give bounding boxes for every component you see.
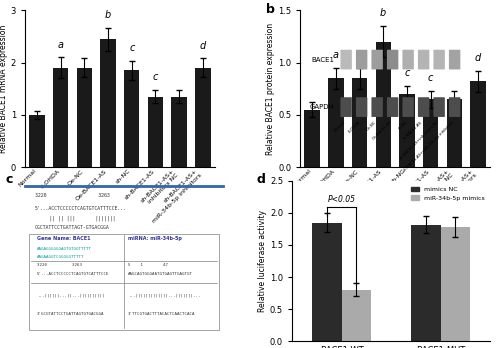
Y-axis label: Relative luciferase activity: Relative luciferase activity — [258, 210, 267, 312]
Text: ...||||||...||...||||||||||: ...||||||...||...|||||||||| — [37, 293, 104, 297]
Text: c: c — [5, 173, 12, 186]
FancyBboxPatch shape — [449, 50, 460, 70]
Text: Normal: Normal — [333, 120, 346, 133]
Text: d: d — [475, 53, 482, 63]
Text: b: b — [380, 8, 386, 18]
Text: a: a — [333, 50, 339, 60]
Bar — [53, 68, 68, 167]
Text: 3220          3263: 3220 3263 — [37, 263, 82, 267]
Text: || || |||       |||||||: || || ||| ||||||| — [35, 215, 116, 221]
Legend: mimics NC, miR-34b-5p mimics: mimics NC, miR-34b-5p mimics — [408, 184, 487, 203]
Bar — [440, 227, 470, 341]
FancyBboxPatch shape — [434, 97, 445, 117]
Bar — [423, 99, 438, 167]
FancyBboxPatch shape — [372, 50, 383, 70]
Text: sh-NC: sh-NC — [397, 120, 408, 131]
Text: 5'...ACCTCCCCCTCAGTGTCATTTCCE: 5'...ACCTCCCCCTCAGTGTCATTTCCE — [37, 272, 110, 276]
Bar — [470, 81, 486, 167]
Text: BACE1: BACE1 — [311, 57, 334, 63]
Text: c: c — [129, 43, 134, 53]
Bar — [195, 68, 210, 167]
Text: 5    1        47: 5 1 47 — [128, 263, 168, 267]
FancyBboxPatch shape — [387, 97, 398, 117]
Y-axis label: Relative BACE1 protein expression: Relative BACE1 protein expression — [266, 23, 276, 155]
FancyBboxPatch shape — [340, 97, 352, 117]
Bar — [148, 96, 163, 167]
FancyBboxPatch shape — [340, 50, 352, 70]
Text: GAPDH: GAPDH — [310, 104, 334, 110]
Bar — [376, 42, 391, 167]
Text: d: d — [256, 173, 266, 186]
Text: Oe-NC: Oe-NC — [366, 120, 377, 132]
FancyBboxPatch shape — [387, 50, 398, 70]
Bar — [342, 290, 372, 341]
FancyBboxPatch shape — [29, 234, 219, 330]
Text: c: c — [428, 73, 434, 83]
FancyBboxPatch shape — [356, 97, 368, 117]
Text: 6-OHDA: 6-OHDA — [348, 120, 362, 134]
Text: CGCTATTCCTGATTAGT-GTGACGGA: CGCTATTCCTGATTAGT-GTGACGGA — [35, 225, 110, 230]
Text: 3'TTCGTGACTTTACACTCAACTCACA: 3'TTCGTGACTTTACACTCAACTCACA — [128, 313, 196, 316]
Text: AAGAAGGTCGGGGGTTTTT: AAGAAGGTCGGGGGTTTTT — [37, 255, 84, 259]
Bar — [328, 78, 344, 167]
FancyBboxPatch shape — [418, 97, 430, 117]
Text: d: d — [200, 41, 206, 51]
Text: b: b — [266, 3, 275, 16]
FancyBboxPatch shape — [356, 50, 368, 70]
Text: b: b — [105, 10, 111, 20]
FancyBboxPatch shape — [449, 97, 460, 117]
Bar — [352, 78, 367, 167]
Text: AAGCAGTGGGAATGTGAGTTGAGTGT: AAGCAGTGGGAATGTGAGTTGAGTGT — [128, 272, 193, 276]
Text: 3220                  3263: 3220 3263 — [35, 193, 110, 198]
Bar — [400, 94, 414, 167]
Text: c: c — [404, 68, 409, 78]
Text: c: c — [153, 72, 158, 82]
Text: sh-BACE1-AS: sh-BACE1-AS — [403, 120, 423, 140]
Text: Gene Name: BACE1: Gene Name: BACE1 — [37, 236, 90, 241]
Text: ...|||||||||||||...|||||||...: ...|||||||||||||...|||||||... — [128, 293, 200, 297]
Text: AAGAGGGGGGAGTGTGGTTTTT: AAGAGGGGGGAGTGTGGTTTTT — [37, 247, 92, 251]
Bar — [312, 223, 342, 341]
Text: 3'GCGTATTCCTGATTAGTGTGACGGA: 3'GCGTATTCCTGATTAGTGTGACGGA — [37, 313, 104, 316]
FancyBboxPatch shape — [402, 50, 414, 70]
Bar — [29, 115, 44, 167]
FancyBboxPatch shape — [372, 97, 383, 117]
Text: sh-BACE1-AS+inhibitors NC: sh-BACE1-AS+inhibitors NC — [398, 120, 439, 161]
Y-axis label: Relative BACE1 mRNA expression: Relative BACE1 mRNA expression — [0, 25, 8, 153]
Text: 5'...ACCTCCCCCTCAGTGTCATTTCCE...: 5'...ACCTCCCCCTCAGTGTCATTTCCE... — [35, 206, 127, 211]
Text: P<0.05: P<0.05 — [328, 195, 355, 204]
Bar — [100, 39, 116, 167]
Bar — [304, 110, 320, 167]
FancyBboxPatch shape — [434, 50, 445, 70]
Text: a: a — [58, 40, 64, 50]
FancyBboxPatch shape — [418, 50, 430, 70]
Text: Oe-BACE1-AS: Oe-BACE1-AS — [372, 120, 392, 141]
Text: miRNA: miR-34b-5p: miRNA: miR-34b-5p — [128, 236, 182, 241]
Bar — [411, 224, 440, 341]
Text: sh-BACE1-AS+miR-34b-5p inhibitors: sh-BACE1-AS+miR-34b-5p inhibitors — [402, 120, 454, 173]
FancyBboxPatch shape — [402, 97, 414, 117]
Bar — [76, 68, 92, 167]
Bar — [172, 96, 187, 167]
Bar — [446, 99, 462, 167]
Bar — [124, 71, 140, 167]
